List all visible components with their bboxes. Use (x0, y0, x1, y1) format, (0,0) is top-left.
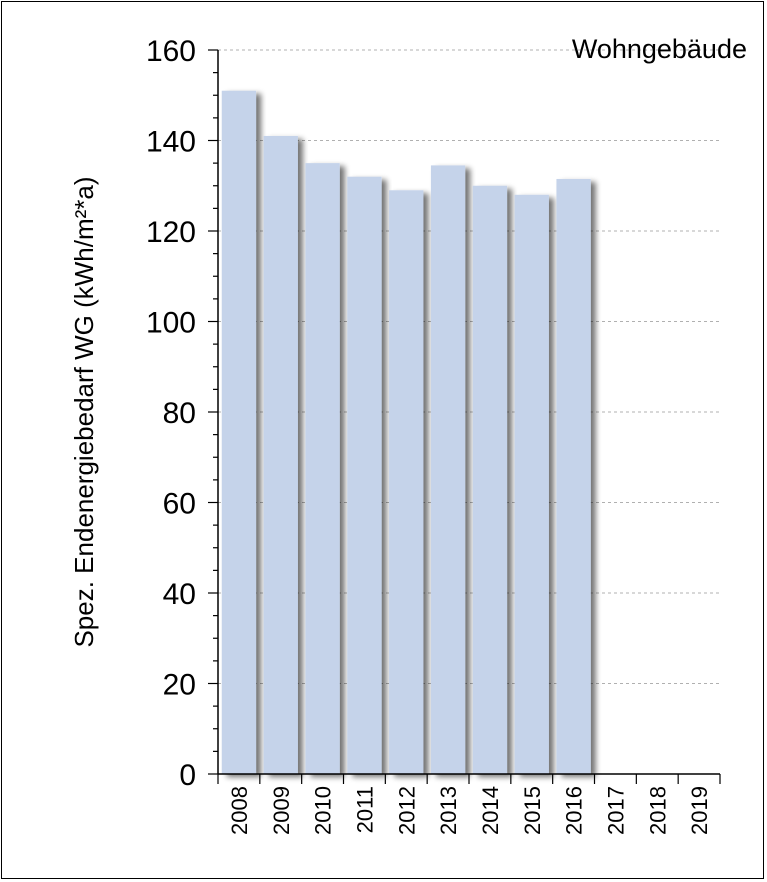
x-axis-ticks: 2008 2009 2010 2011 2012 2013 2014 2015 2016 2017… (217, 774, 721, 835)
x-tick-label: 2010 (311, 786, 336, 835)
bar-2016 (556, 178, 591, 774)
chart-title: Wohngebäude (572, 34, 747, 64)
x-tick-label: 2011 (352, 786, 377, 833)
y-tick-label: 160 (146, 35, 196, 68)
y-tick-label: 20 (163, 669, 196, 702)
y-tick-label: 100 (146, 307, 196, 340)
x-tick-label: 2009 (269, 786, 294, 835)
bars (221, 90, 591, 775)
bar-2011 (347, 176, 382, 774)
x-tick-label: 2008 (227, 786, 252, 835)
x-tick-label: 2015 (520, 786, 545, 835)
x-tick-label: 2016 (562, 786, 587, 835)
x-tick-label: 2014 (478, 786, 503, 835)
y-tick-label: 120 (146, 216, 196, 249)
y-tick-label: 40 (163, 578, 196, 611)
y-axis-ticks: 0 20 40 60 80 100 120 140 160 (146, 35, 218, 792)
bar-2008 (221, 90, 257, 775)
x-tick-label: 2019 (687, 786, 712, 835)
x-tick-label: 2018 (645, 786, 670, 835)
y-tick-label: 80 (163, 397, 196, 430)
y-tick-label: 140 (146, 126, 196, 159)
x-tick-label: 2012 (394, 786, 419, 835)
bar-2015 (514, 194, 549, 775)
bar-2013 (430, 165, 466, 774)
bar-2014 (472, 185, 508, 774)
x-tick-label: 2013 (436, 786, 461, 835)
x-tick-label: 2017 (603, 786, 628, 835)
bar-2009 (263, 135, 298, 775)
y-axis-title: Spez. Endenergiebedarf WG (kWh/m²*a) (69, 176, 99, 647)
bar-2010 (305, 163, 340, 774)
bar-2012 (389, 190, 424, 774)
y-tick-label: 60 (163, 488, 196, 521)
y-tick-label: 0 (179, 759, 196, 792)
